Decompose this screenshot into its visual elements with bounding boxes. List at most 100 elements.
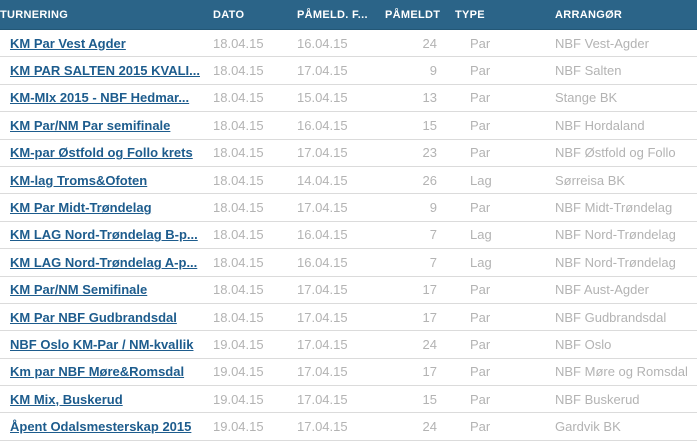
tournament-link[interactable]: KM Mix, Buskerud bbox=[10, 391, 123, 407]
registered-count-cell: 26 bbox=[385, 166, 455, 195]
organizer-cell: Gardvik BK bbox=[555, 412, 697, 441]
tournament-name-cell: KM Par/NM Par semifinale bbox=[0, 111, 213, 140]
type-cell: Lag bbox=[455, 166, 555, 195]
tournament-name-cell: KM Par Midt-Trøndelag bbox=[0, 193, 213, 222]
table-row: KM PAR SALTEN 2015 KVALI... 18.04.15 17.… bbox=[0, 56, 697, 85]
tournament-link[interactable]: KM Par Vest Agder bbox=[10, 35, 126, 51]
organizer-cell: NBF Aust-Agder bbox=[555, 276, 697, 304]
type-cell: Par bbox=[455, 358, 555, 387]
tournament-name-cell: KM LAG Nord-Trøndelag B-p... bbox=[0, 221, 213, 250]
registration-deadline-cell: 15.04.15 bbox=[297, 84, 385, 113]
tournament-name-cell: KM Par/NM Semifinale bbox=[0, 276, 213, 304]
registration-deadline-cell: 16.04.15 bbox=[297, 221, 385, 250]
registration-deadline-cell: 16.04.15 bbox=[297, 29, 385, 58]
table-row: KM Par NBF Gudbrandsdal 18.04.15 17.04.1… bbox=[0, 303, 697, 332]
header-row: TURNERING DATO PÅMELD. F... PÅMELDT TYPE… bbox=[0, 0, 697, 30]
registered-count-cell: 24 bbox=[385, 330, 455, 359]
registered-count-cell: 17 bbox=[385, 276, 455, 304]
organizer-cell: NBF Møre og Romsdal bbox=[555, 358, 697, 387]
table-row: NBF Oslo KM-Par / NM-kvallik 19.04.15 17… bbox=[0, 330, 697, 359]
table-row: KM Par/NM Semifinale 18.04.15 17.04.15 1… bbox=[0, 276, 697, 304]
column-header-arrangor[interactable]: ARRANGØR bbox=[555, 0, 697, 30]
registration-deadline-cell: 17.04.15 bbox=[297, 193, 385, 222]
tournament-name-cell: Åpent Odalsmesterskap 2015 bbox=[0, 412, 213, 441]
table-row: Km par NBF Møre&Romsdal 19.04.15 17.04.1… bbox=[0, 358, 697, 387]
date-cell: 18.04.15 bbox=[213, 84, 297, 113]
date-cell: 19.04.15 bbox=[213, 385, 297, 414]
registered-count-cell: 24 bbox=[385, 29, 455, 58]
date-cell: 18.04.15 bbox=[213, 166, 297, 195]
tournament-link[interactable]: KM LAG Nord-Trøndelag B-p... bbox=[10, 227, 198, 243]
tournament-link[interactable]: KM-par Østfold og Follo krets bbox=[10, 145, 193, 161]
type-cell: Par bbox=[455, 412, 555, 441]
table-row: KM LAG Nord-Trøndelag B-p... 18.04.15 16… bbox=[0, 221, 697, 250]
date-cell: 19.04.15 bbox=[213, 358, 297, 387]
registration-deadline-cell: 17.04.15 bbox=[297, 358, 385, 387]
registered-count-cell: 9 bbox=[385, 56, 455, 85]
date-cell: 18.04.15 bbox=[213, 221, 297, 250]
registration-deadline-cell: 14.04.15 bbox=[297, 166, 385, 195]
tournament-link[interactable]: NBF Oslo KM-Par / NM-kvallik bbox=[10, 336, 194, 352]
organizer-cell: NBF Nord-Trøndelag bbox=[555, 221, 697, 250]
type-cell: Lag bbox=[455, 248, 555, 277]
registration-deadline-cell: 17.04.15 bbox=[297, 330, 385, 359]
organizer-cell: NBF Hordaland bbox=[555, 111, 697, 140]
organizer-cell: NBF Gudbrandsdal bbox=[555, 303, 697, 332]
tournament-table-body: KM Par Vest Agder 18.04.15 16.04.15 24 P… bbox=[0, 29, 697, 441]
tournament-link[interactable]: KM Par/NM Par semifinale bbox=[10, 117, 171, 133]
tournament-link[interactable]: KM-MIx 2015 - NBF Hedmar... bbox=[10, 90, 190, 106]
registered-count-cell: 17 bbox=[385, 303, 455, 332]
registration-deadline-cell: 17.04.15 bbox=[297, 303, 385, 332]
registration-deadline-cell: 17.04.15 bbox=[297, 139, 385, 167]
tournament-link[interactable]: KM LAG Nord-Trøndelag A-p... bbox=[10, 254, 198, 270]
type-cell: Par bbox=[455, 56, 555, 85]
date-cell: 18.04.15 bbox=[213, 193, 297, 222]
organizer-cell: NBF Oslo bbox=[555, 330, 697, 359]
tournament-name-cell: KM-lag Troms&Ofoten bbox=[0, 166, 213, 195]
date-cell: 19.04.15 bbox=[213, 330, 297, 359]
date-cell: 18.04.15 bbox=[213, 248, 297, 277]
tournament-link[interactable]: KM Par Midt-Trøndelag bbox=[10, 200, 152, 216]
column-header-type[interactable]: TYPE bbox=[455, 0, 555, 30]
registered-count-cell: 24 bbox=[385, 412, 455, 441]
table-row: KM Par Midt-Trøndelag 18.04.15 17.04.15 … bbox=[0, 193, 697, 222]
table-row: KM-lag Troms&Ofoten 18.04.15 14.04.15 26… bbox=[0, 166, 697, 195]
column-header-turnering[interactable]: TURNERING bbox=[0, 0, 213, 30]
tournament-link[interactable]: KM Par/NM Semifinale bbox=[10, 282, 148, 298]
date-cell: 18.04.15 bbox=[213, 276, 297, 304]
tournament-name-cell: KM LAG Nord-Trøndelag A-p... bbox=[0, 248, 213, 277]
type-cell: Par bbox=[455, 111, 555, 140]
table-row: KM Mix, Buskerud 19.04.15 17.04.15 15 Pa… bbox=[0, 385, 697, 414]
column-header-dato[interactable]: DATO bbox=[213, 0, 297, 30]
type-cell: Par bbox=[455, 29, 555, 58]
table-header: TURNERING DATO PÅMELD. F... PÅMELDT TYPE… bbox=[0, 0, 697, 30]
type-cell: Par bbox=[455, 330, 555, 359]
date-cell: 18.04.15 bbox=[213, 29, 297, 58]
table-row: KM LAG Nord-Trøndelag A-p... 18.04.15 16… bbox=[0, 248, 697, 277]
organizer-cell: NBF Vest-Agder bbox=[555, 29, 697, 58]
registration-deadline-cell: 17.04.15 bbox=[297, 385, 385, 414]
table-row: KM-par Østfold og Follo krets 18.04.15 1… bbox=[0, 139, 697, 167]
type-cell: Par bbox=[455, 385, 555, 414]
tournament-link[interactable]: KM-lag Troms&Ofoten bbox=[10, 172, 148, 188]
table-row: KM-MIx 2015 - NBF Hedmar... 18.04.15 15.… bbox=[0, 84, 697, 113]
organizer-cell: NBF Salten bbox=[555, 56, 697, 85]
column-header-pameld-frist[interactable]: PÅMELD. F... bbox=[297, 0, 385, 30]
tournament-link[interactable]: KM PAR SALTEN 2015 KVALI... bbox=[10, 63, 200, 79]
type-cell: Par bbox=[455, 139, 555, 167]
column-header-pameldt[interactable]: PÅMELDT bbox=[385, 0, 455, 30]
registered-count-cell: 13 bbox=[385, 84, 455, 113]
tournament-link[interactable]: KM Par NBF Gudbrandsdal bbox=[10, 309, 177, 325]
registered-count-cell: 9 bbox=[385, 193, 455, 222]
tournament-link[interactable]: Km par NBF Møre&Romsdal bbox=[10, 364, 185, 380]
tournament-name-cell: KM PAR SALTEN 2015 KVALI... bbox=[0, 56, 213, 85]
organizer-cell: NBF Midt-Trøndelag bbox=[555, 193, 697, 222]
registration-deadline-cell: 17.04.15 bbox=[297, 56, 385, 85]
organizer-cell: Sørreisa BK bbox=[555, 166, 697, 195]
registered-count-cell: 17 bbox=[385, 358, 455, 387]
type-cell: Par bbox=[455, 303, 555, 332]
tournament-name-cell: KM Par Vest Agder bbox=[0, 29, 213, 58]
tournament-link[interactable]: Åpent Odalsmesterskap 2015 bbox=[10, 419, 192, 435]
date-cell: 18.04.15 bbox=[213, 139, 297, 167]
